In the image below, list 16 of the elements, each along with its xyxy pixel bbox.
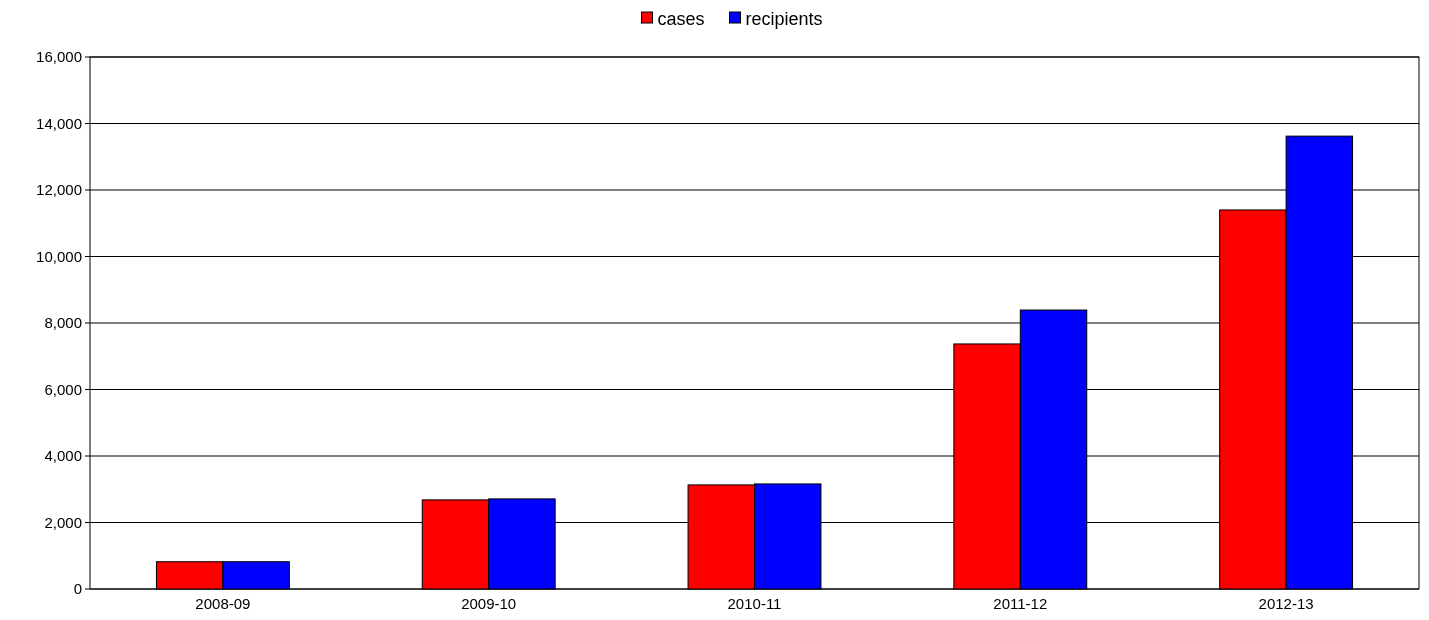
y-tick-label: 12,000: [36, 181, 82, 199]
y-tick-label: 2,000: [44, 513, 82, 531]
y-tick-label: 8,000: [44, 314, 82, 332]
x-tick-label: 2010-11: [727, 595, 782, 612]
x-tick-label: 2008-09: [195, 595, 251, 612]
y-tick-label: 14,000: [36, 114, 82, 132]
y-tick-label: 0: [73, 580, 82, 598]
y-tick-label: 4,000: [44, 447, 82, 465]
y-tick-label: 10,000: [36, 247, 82, 265]
x-tick-label: 2012-13: [1258, 595, 1314, 612]
x-tick-label: 2011-12: [993, 595, 1048, 612]
y-tick-label: 16,000: [36, 48, 82, 66]
x-tick-label: 2009-10: [461, 595, 517, 612]
y-tick-label: 6,000: [44, 380, 82, 398]
legend-label: cases: [657, 9, 705, 30]
legend-label: recipients: [745, 9, 823, 30]
